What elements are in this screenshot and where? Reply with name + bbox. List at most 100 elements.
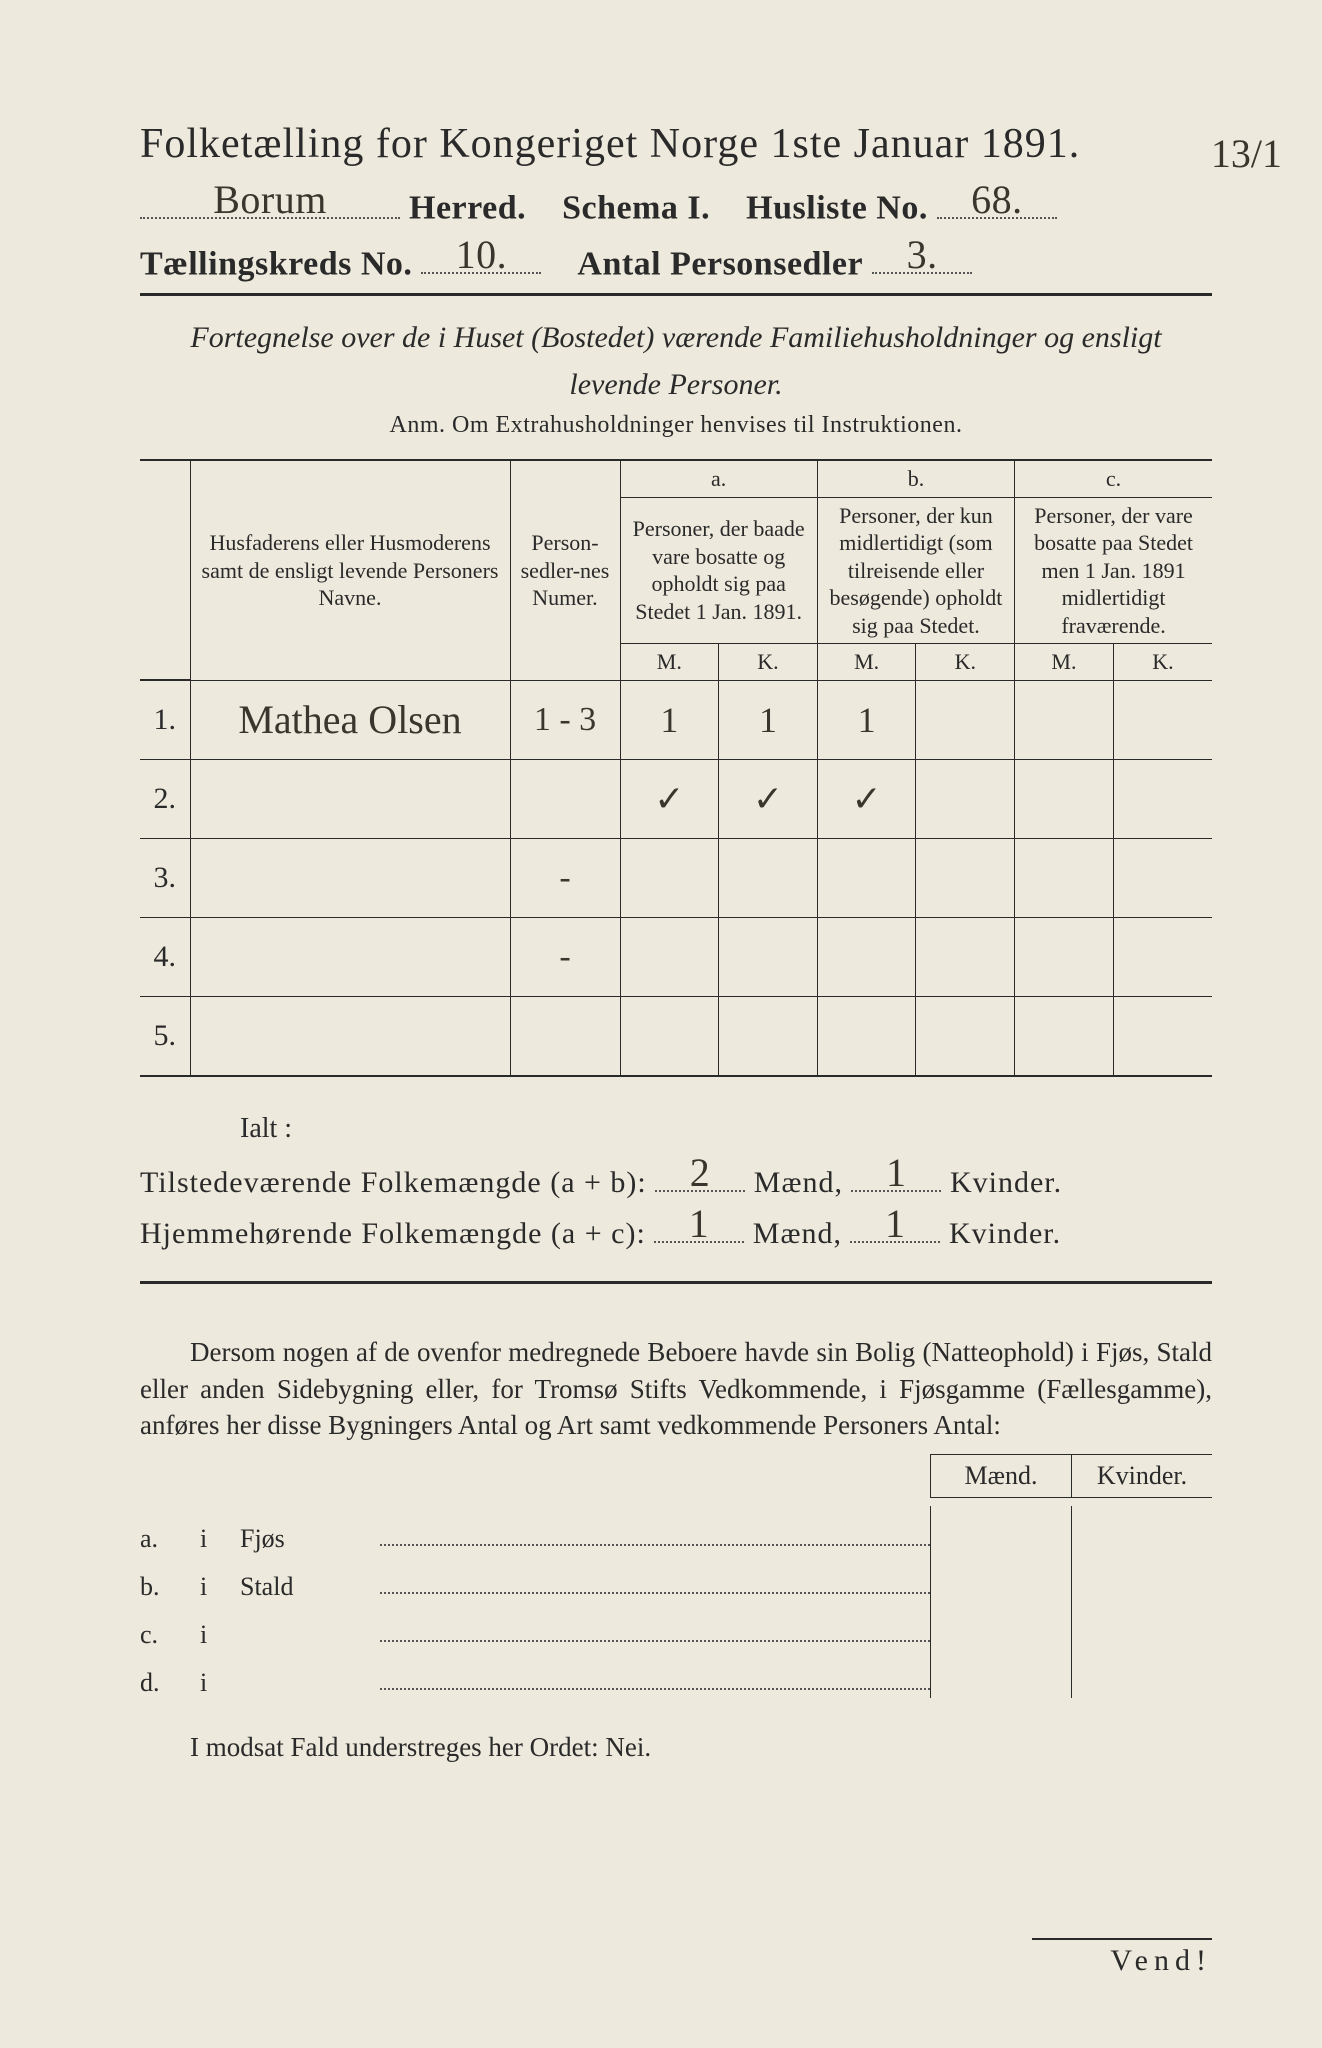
lower-maend-cell bbox=[930, 1506, 1071, 1554]
col-b-k: K. bbox=[916, 644, 1015, 681]
lower-row-letter: c. bbox=[140, 1620, 200, 1650]
description-line1: Fortegnelse over de i Huset (Bostedet) v… bbox=[180, 318, 1172, 357]
ialt-label: Ialt : bbox=[240, 1113, 1212, 1145]
kvinder-label: Kvinder. bbox=[950, 1166, 1062, 1199]
count-cell bbox=[1113, 839, 1212, 918]
lower-row-type: Stald bbox=[240, 1572, 380, 1602]
count-cell bbox=[916, 680, 1015, 760]
name-cell bbox=[190, 760, 510, 839]
herred-label: Herred. bbox=[409, 190, 526, 227]
count-cell bbox=[1113, 918, 1212, 997]
antal-label: Antal Personsedler bbox=[577, 245, 863, 282]
count-cell bbox=[1015, 839, 1114, 918]
personsedler-cell: - bbox=[510, 918, 620, 997]
vend-label: Vend! bbox=[1032, 1938, 1212, 1978]
tilstede-k: 1 bbox=[886, 1149, 907, 1196]
col-a-label: a. bbox=[620, 460, 817, 497]
personsedler-cell bbox=[510, 760, 620, 839]
count-cell bbox=[620, 918, 719, 997]
table-row: 3. - bbox=[140, 839, 1212, 918]
lower-row: c.i bbox=[140, 1602, 1212, 1650]
lower-row-letter: d. bbox=[140, 1668, 200, 1698]
tilstede-line: Tilstedeværende Folkemængde (a + b): 2 M… bbox=[140, 1163, 1212, 1200]
name-cell bbox=[190, 918, 510, 997]
kreds-label: Tællingskreds No. bbox=[140, 245, 412, 282]
count-cell bbox=[916, 760, 1015, 839]
table-row: 4. - bbox=[140, 918, 1212, 997]
col-ps-header: Person-sedler-nes Numer. bbox=[510, 460, 620, 680]
count-cell bbox=[1113, 680, 1212, 760]
lower-row-letter: a. bbox=[140, 1524, 200, 1554]
lower-row-letter: b. bbox=[140, 1572, 200, 1602]
lower-kvinder-cell bbox=[1071, 1650, 1212, 1698]
col-c-text: Personer, der vare bosatte paa Stedet me… bbox=[1015, 497, 1212, 644]
maend-label: Mænd, bbox=[754, 1166, 843, 1199]
margin-annotation: 13/1 bbox=[1211, 130, 1282, 177]
kreds-value: 10. bbox=[456, 231, 508, 278]
personsedler-cell: - bbox=[510, 839, 620, 918]
totals-section: Ialt : Tilstedeværende Folkemængde (a + … bbox=[140, 1113, 1212, 1251]
col-name-header: Husfaderens eller Husmoderens samt de en… bbox=[190, 460, 510, 680]
lower-header: Mænd. Kvinder. bbox=[930, 1454, 1212, 1498]
divider bbox=[140, 293, 1212, 296]
lower-maend-cell bbox=[930, 1602, 1071, 1650]
col-a-m: M. bbox=[620, 644, 719, 681]
lower-kvinder-cell bbox=[1071, 1506, 1212, 1554]
lower-row: b.iStald bbox=[140, 1554, 1212, 1602]
personsedler-cell bbox=[510, 997, 620, 1077]
header-line-herred: Borum Herred. Schema I. Husliste No. 68. bbox=[140, 186, 1212, 228]
kvinder-label: Kvinder. bbox=[949, 1217, 1061, 1250]
hjemme-k: 1 bbox=[885, 1200, 906, 1247]
dotted-fill bbox=[380, 1580, 930, 1594]
count-cell bbox=[817, 997, 916, 1077]
row-number: 3. bbox=[140, 839, 190, 918]
count-cell bbox=[719, 918, 818, 997]
census-form-page: 13/1 Folketælling for Kongeriget Norge 1… bbox=[0, 0, 1322, 2048]
col-a-k: K. bbox=[719, 644, 818, 681]
herred-value: Borum bbox=[213, 176, 327, 223]
lower-row-i: i bbox=[200, 1668, 240, 1698]
count-cell bbox=[916, 918, 1015, 997]
dotted-fill bbox=[380, 1676, 930, 1690]
row-number: 4. bbox=[140, 918, 190, 997]
table-row: 1.Mathea Olsen1 - 3111 bbox=[140, 680, 1212, 760]
col-c-k: K. bbox=[1113, 644, 1212, 681]
dotted-fill bbox=[380, 1628, 930, 1642]
count-cell: ✓ bbox=[620, 760, 719, 839]
table-row: 5. bbox=[140, 997, 1212, 1077]
count-cell bbox=[817, 918, 916, 997]
divider bbox=[140, 1281, 1212, 1284]
count-cell bbox=[719, 839, 818, 918]
dotted-fill bbox=[380, 1532, 930, 1546]
lower-maend: Mænd. bbox=[930, 1454, 1071, 1498]
husliste-label: Husliste No. bbox=[746, 190, 928, 227]
lower-kvinder-cell bbox=[1071, 1602, 1212, 1650]
count-cell bbox=[620, 997, 719, 1077]
lower-row-i: i bbox=[200, 1524, 240, 1554]
col-b-text: Personer, der kun midlertidigt (som tilr… bbox=[817, 497, 1014, 644]
row-number: 2. bbox=[140, 760, 190, 839]
count-cell: ✓ bbox=[817, 760, 916, 839]
count-cell: 1 bbox=[719, 680, 818, 760]
name-cell bbox=[190, 997, 510, 1077]
count-cell bbox=[817, 839, 916, 918]
dersom-paragraph: Dersom nogen af de ovenfor medregnede Be… bbox=[140, 1334, 1212, 1443]
lower-row-i: i bbox=[200, 1620, 240, 1650]
schema-label: Schema I. bbox=[562, 190, 710, 227]
lower-maend-cell bbox=[930, 1554, 1071, 1602]
lower-row: d.i bbox=[140, 1650, 1212, 1698]
count-cell bbox=[1113, 997, 1212, 1077]
col-a-text: Personer, der baade vare bosatte og opho… bbox=[620, 497, 817, 644]
count-cell bbox=[719, 997, 818, 1077]
count-cell bbox=[1015, 760, 1114, 839]
row-number: 5. bbox=[140, 997, 190, 1077]
nei-line: I modsat Fald understreges her Ordet: Ne… bbox=[140, 1732, 1212, 1763]
census-table: Husfaderens eller Husmoderens samt de en… bbox=[140, 459, 1212, 1077]
count-cell bbox=[1015, 997, 1114, 1077]
header-line-kreds: Tællingskreds No. 10. Antal Personsedler… bbox=[140, 242, 1212, 284]
count-cell: 1 bbox=[620, 680, 719, 760]
lower-kvinder: Kvinder. bbox=[1071, 1454, 1212, 1498]
count-cell: 1 bbox=[817, 680, 916, 760]
count-cell bbox=[916, 997, 1015, 1077]
count-cell bbox=[1015, 918, 1114, 997]
